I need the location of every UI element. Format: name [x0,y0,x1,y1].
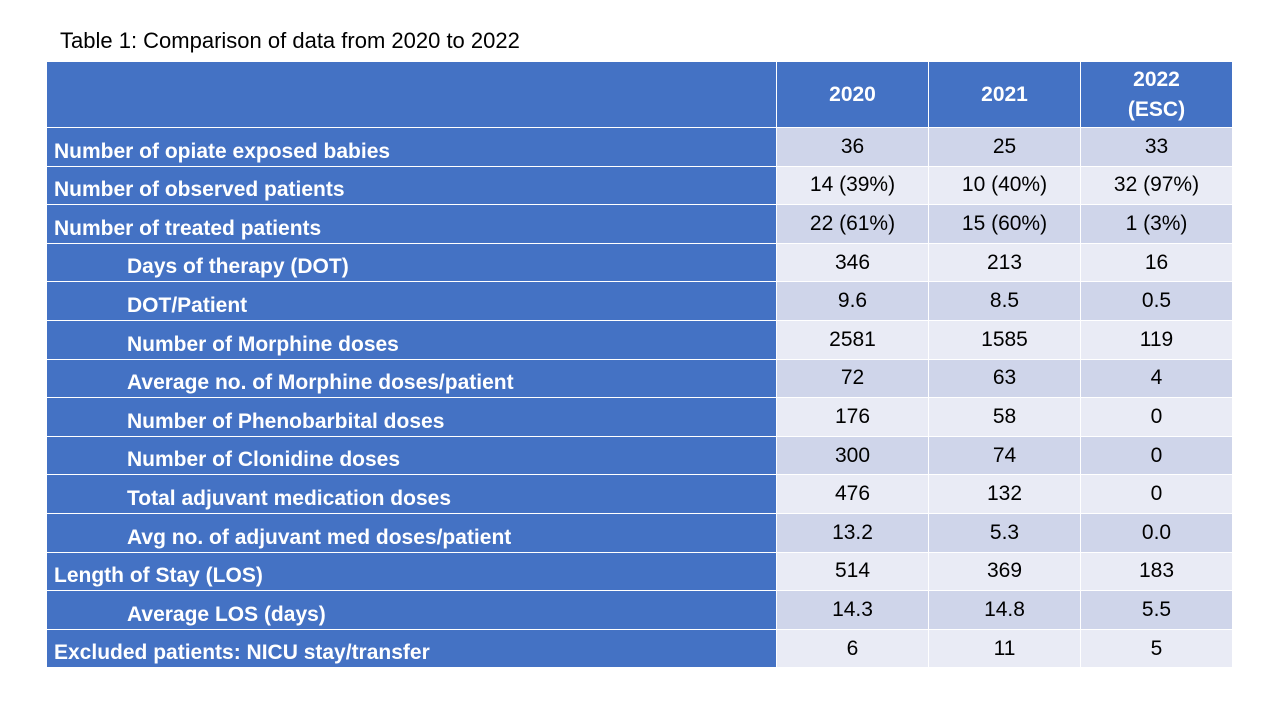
cell-2021: 8.5 [928,281,1081,321]
cell-2021: 132 [928,474,1081,514]
table-row: Days of therapy (DOT) 346 213 16 [46,242,1233,283]
table-header: 2020 2021 2022 (ESC) [46,61,1233,128]
cell-2020: 72 [776,358,929,399]
cell-2021: 14.8 [928,590,1081,630]
row-label: DOT/Patient [46,281,777,321]
cell-2022: 0.5 [1080,281,1233,321]
table-row: Number of Clonidine doses 300 74 0 [46,435,1233,476]
cell-2021: 1585 [928,319,1081,360]
cell-2022: 5 [1080,628,1233,669]
cell-2020: 176 [776,397,929,437]
row-label: Number of observed patients [46,165,777,206]
cell-2022: 1 (3%) [1080,204,1233,244]
cell-2020: 2581 [776,319,929,360]
header-2020: 2020 [776,61,929,128]
comparison-table: 2020 2021 2022 (ESC) Number of opiate ex… [46,61,1233,669]
header-corner-cell [46,61,777,128]
cell-2022: 4 [1080,358,1233,399]
cell-2022: 183 [1080,551,1233,592]
table-row: Total adjuvant medication doses 476 132 0 [46,474,1233,514]
table-row: Average no. of Morphine doses/patient 72 6… [46,358,1233,399]
cell-2020: 36 [776,127,929,167]
cell-2022: 32 (97%) [1080,165,1233,206]
cell-2022: 119 [1080,319,1233,360]
row-label: Length of Stay (LOS) [46,551,777,592]
row-label: Number of treated patients [46,204,777,244]
row-label: Number of Morphine doses [46,319,777,360]
cell-2022: 0.0 [1080,512,1233,553]
table-row: Average LOS (days) 14.3 14.8 5.5 [46,590,1233,630]
row-label: Total adjuvant medication doses [46,474,777,514]
row-label: Number of Phenobarbital doses [46,397,777,437]
cell-2020: 22 (61%) [776,204,929,244]
cell-2021: 11 [928,628,1081,669]
table-row: Excluded patients: NICU stay/transfer 6 11… [46,628,1233,669]
header-2022-note: (ESC) [1127,97,1186,121]
cell-2020: 13.2 [776,512,929,553]
table-row: Length of Stay (LOS) 514 369 183 [46,551,1233,592]
table-row: DOT/Patient 9.6 8.5 0.5 [46,281,1233,321]
cell-2020: 6 [776,628,929,669]
table-row: Number of opiate exposed babies 36 25 33 [46,127,1233,167]
row-label: Days of therapy (DOT) [46,242,777,283]
header-2022: 2022 (ESC) [1080,61,1233,128]
cell-2021: 10 (40%) [928,165,1081,206]
row-label: Avg no. of adjuvant med doses/patient [46,512,777,553]
cell-2021: 5.3 [928,512,1081,553]
table-row: Number of Morphine doses 2581 1585 119 [46,319,1233,360]
table-body: Number of opiate exposed babies 36 25 33 Num… [46,127,1233,669]
row-label: Number of opiate exposed babies [46,127,777,167]
cell-2020: 346 [776,242,929,283]
cell-2022: 0 [1080,474,1233,514]
cell-2021: 213 [928,242,1081,283]
cell-2020: 9.6 [776,281,929,321]
cell-2020: 476 [776,474,929,514]
cell-2021: 15 (60%) [928,204,1081,244]
cell-2021: 369 [928,551,1081,592]
row-label: Number of Clonidine doses [46,435,777,476]
row-label: Average LOS (days) [46,590,777,630]
cell-2022: 0 [1080,435,1233,476]
table-caption: Table 1: Comparison of data from 2020 to… [60,28,520,53]
cell-2020: 14.3 [776,590,929,630]
header-2021: 2021 [928,61,1081,128]
cell-2020: 14 (39%) [776,165,929,206]
cell-2022: 33 [1080,127,1233,167]
table-row: Number of treated patients 22 (61%) 15 (60… [46,204,1233,244]
cell-2022: 16 [1080,242,1233,283]
cell-2021: 25 [928,127,1081,167]
header-row: 2020 2021 2022 (ESC) [46,61,1233,128]
header-2022-year: 2022 [1133,67,1180,91]
table-row: Number of Phenobarbital doses 176 58 0 [46,397,1233,437]
row-label: Average no. of Morphine doses/patient [46,358,777,399]
cell-2020: 514 [776,551,929,592]
cell-2021: 63 [928,358,1081,399]
cell-2022: 5.5 [1080,590,1233,630]
row-label: Excluded patients: NICU stay/transfer [46,628,777,669]
cell-2021: 58 [928,397,1081,437]
cell-2021: 74 [928,435,1081,476]
cell-2022: 0 [1080,397,1233,437]
table-row: Number of observed patients 14 (39%) 10 (4… [46,165,1233,206]
table-row: Avg no. of adjuvant med doses/patient 13.… [46,512,1233,553]
cell-2020: 300 [776,435,929,476]
